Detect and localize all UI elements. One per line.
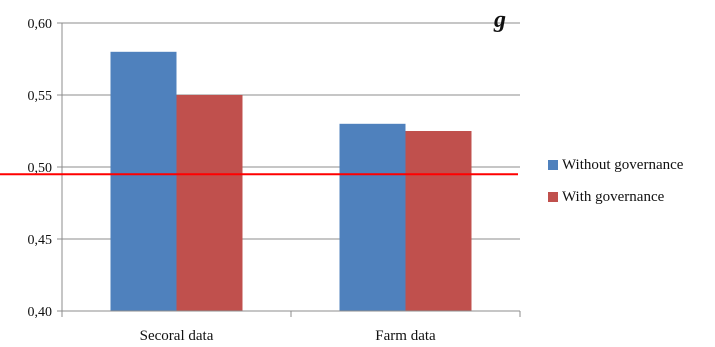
legend-swatch xyxy=(548,192,558,202)
legend-label: Without governance xyxy=(562,157,684,173)
y-tick-label: 0,55 xyxy=(28,89,53,104)
bar-without-governance xyxy=(110,51,177,312)
bar-with-governance xyxy=(405,131,472,311)
y-tick-label: 0,60 xyxy=(28,17,53,32)
axis-layer: 0,40 0,45 0,50 0,55 0,60 Secoral data Farm dat… xyxy=(28,17,521,344)
legend-swatch xyxy=(548,160,558,170)
y-tick-label: 0,50 xyxy=(28,161,53,176)
bars-layer xyxy=(110,51,472,312)
chart-title-fragment: g xyxy=(493,7,506,33)
bar-without-governance xyxy=(339,123,406,311)
bar-with-governance xyxy=(176,95,243,311)
x-category-label: Secoral data xyxy=(140,328,214,344)
legend: Without governance With governance xyxy=(548,157,684,205)
legend-label: With governance xyxy=(562,189,665,205)
x-category-label: Farm data xyxy=(375,328,436,344)
y-tick-label: 0,40 xyxy=(28,305,53,320)
y-tick-label: 0,45 xyxy=(28,233,53,248)
